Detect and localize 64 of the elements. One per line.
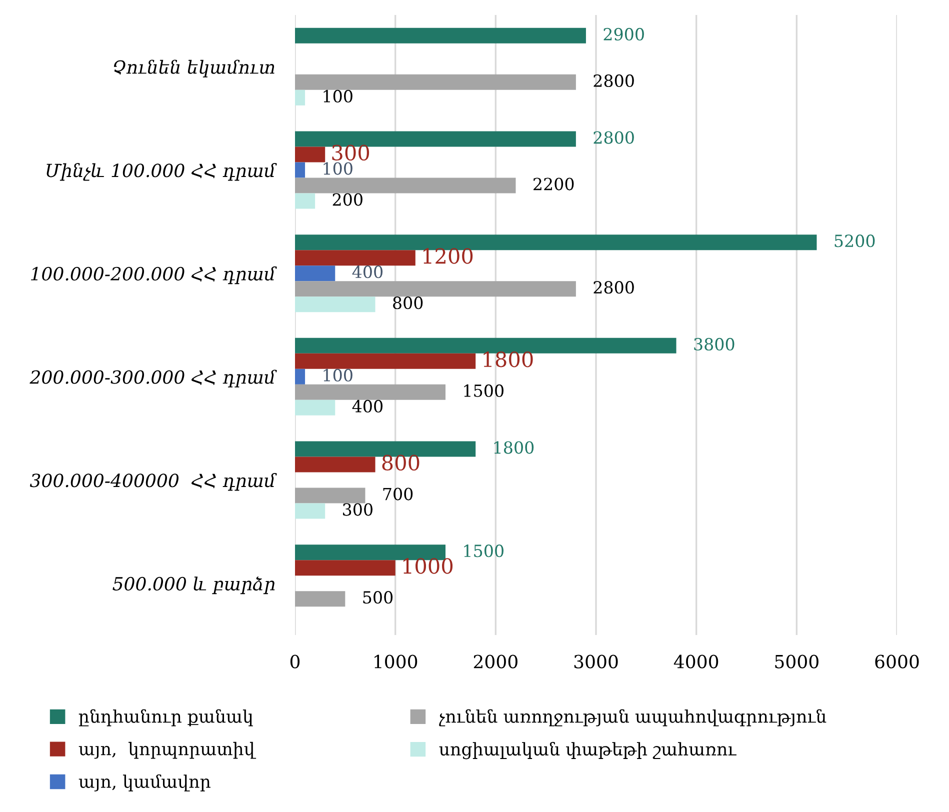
data-label: 2800 [594, 74, 634, 88]
y-tick-label: 500.000 և բարձր [112, 576, 275, 594]
data-label: 500 [363, 591, 393, 604]
bar [295, 456, 376, 472]
x-tick-label: 5000 [775, 654, 818, 668]
bar [295, 353, 476, 369]
y-tick-label: Մինչև 100.000 ՀՀ դրամ [46, 163, 277, 181]
data-label: 2200 [534, 178, 574, 190]
x-tick-label: 4000 [674, 654, 718, 668]
data-label: 1000 [403, 558, 453, 574]
x-tick-label: 0 [290, 654, 300, 668]
x-tick-label: 6000 [875, 654, 919, 668]
data-label: 1800 [494, 441, 534, 454]
data-label: 100 [324, 368, 352, 382]
data-label: 700 [383, 488, 413, 500]
data-label: 2800 [594, 131, 634, 144]
bar [295, 400, 336, 416]
bar [295, 28, 586, 44]
legend-label: չունեն առողջության ապահովագրություն [439, 709, 826, 726]
data-label: 2800 [594, 281, 634, 294]
legend-label: այո, կամավոր [78, 774, 210, 792]
bar [295, 488, 366, 504]
bar [295, 338, 676, 354]
data-label: 1800 [484, 351, 533, 368]
legend-label: ընդհանուր քանակ [78, 709, 253, 726]
bar [295, 384, 446, 400]
x-tick-label: 3000 [574, 654, 618, 668]
x-tick-label: 2000 [474, 654, 518, 668]
data-label: 200 [332, 193, 362, 206]
bar [295, 74, 576, 90]
bar [295, 281, 576, 297]
data-label: 300 [332, 144, 370, 161]
data-label: 3800 [694, 338, 734, 351]
x-tick-label: 1000 [374, 654, 418, 668]
y-tick-label: Չունեն եկամուտ [114, 60, 274, 78]
bar [295, 146, 326, 162]
data-label: 100 [324, 162, 352, 175]
bar [295, 591, 346, 607]
bar [295, 266, 336, 282]
data-label: 2900 [604, 28, 644, 41]
bar [295, 560, 396, 576]
legend-label: սոցիալական փաթեթի շահառու [439, 742, 736, 760]
legend-label: այո, կորպորատիվ [78, 742, 256, 759]
y-tick-label: 300.000-400000 ՀՀ դրամ [30, 473, 277, 491]
bar [295, 368, 306, 384]
data-label: 800 [393, 296, 423, 310]
bar [295, 162, 306, 178]
bar [295, 503, 326, 519]
bar [295, 90, 306, 106]
data-label: 400 [352, 266, 383, 278]
bar [295, 193, 316, 209]
data-label: 1500 [464, 384, 504, 398]
bar [295, 250, 416, 266]
bar [295, 178, 516, 194]
y-tick-label: 200.000-300.000 ՀՀ դրամ [30, 370, 277, 388]
data-label: 1200 [424, 248, 473, 264]
data-label: 100 [324, 90, 352, 103]
bar [295, 296, 376, 312]
data-label: 800 [382, 454, 420, 471]
data-label: 1500 [464, 544, 504, 558]
data-label: 5200 [834, 234, 875, 248]
data-label: 400 [352, 400, 383, 413]
y-tick-label: 100.000-200.000 ՀՀ դրամ [30, 266, 277, 284]
data-label: 300 [343, 503, 372, 516]
